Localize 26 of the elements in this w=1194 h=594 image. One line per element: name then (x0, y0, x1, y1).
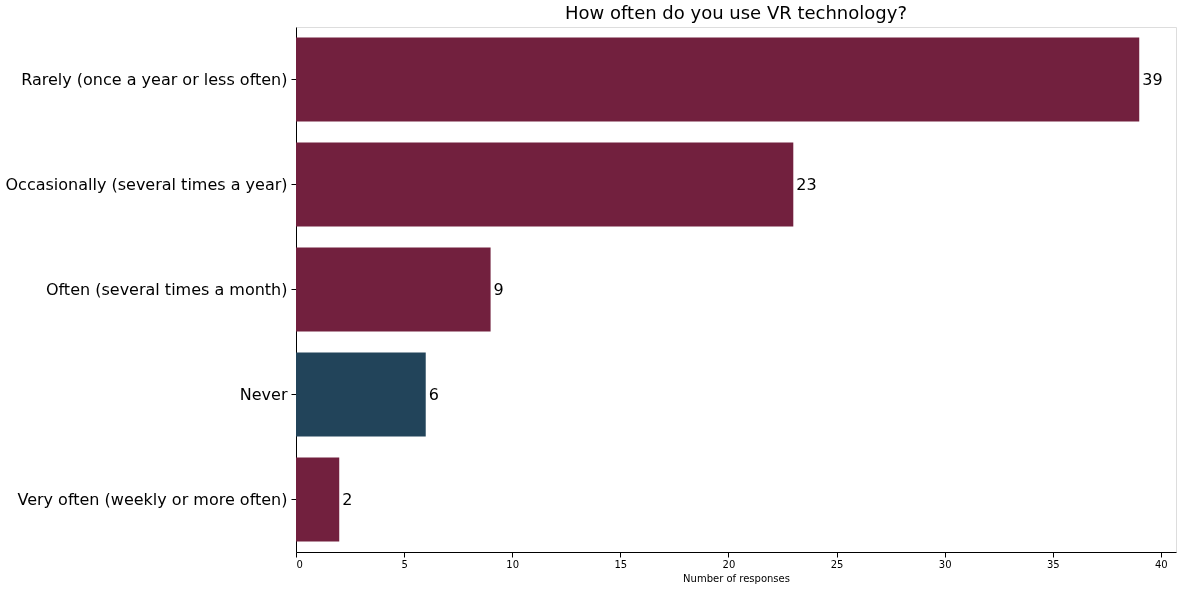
x-tick-label: 5 (401, 558, 408, 570)
x-tick-label: 20 (722, 558, 736, 570)
data-label: 6 (428, 384, 439, 404)
bar (296, 142, 794, 227)
bar (296, 37, 1140, 122)
x-tick-label: 25 (830, 558, 844, 570)
x-tick-label: 40 (1155, 558, 1168, 570)
y-tick-label: Rarely (once a year or less often) (21, 69, 288, 89)
chart-title: How often do you use VR technology? (565, 2, 907, 23)
y-tick-label: Often (several times a month) (45, 279, 288, 299)
data-label: 9 (493, 279, 504, 299)
y-tick-label: Occasionally (several times a year) (5, 174, 288, 194)
x-tick-label: 0 (296, 558, 303, 570)
x-axis-title: Number of responses (683, 572, 790, 584)
x-tick-label: 35 (1046, 558, 1060, 570)
x-tick-label: 30 (938, 558, 952, 570)
bar (296, 352, 426, 437)
bar (296, 457, 340, 542)
y-tick-label: Very often (weekly or more often) (17, 489, 288, 509)
x-tick-label: 10 (506, 558, 520, 570)
bar (296, 247, 491, 332)
data-label: 2 (342, 489, 353, 509)
x-tick-label: 15 (614, 558, 628, 570)
data-label: 39 (1142, 69, 1163, 89)
y-tick-label: Never (239, 384, 288, 404)
data-label: 23 (796, 174, 817, 194)
